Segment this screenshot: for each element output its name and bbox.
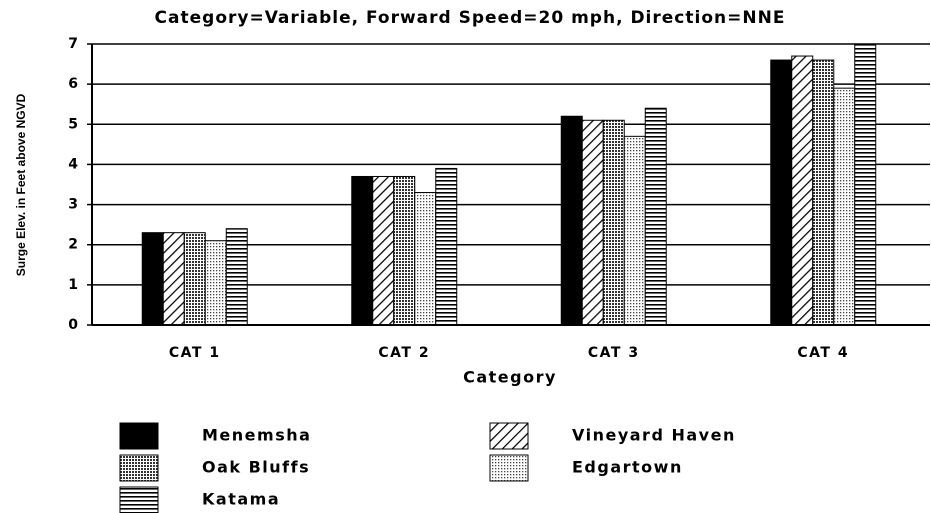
x-tick-label: CAT 4 bbox=[797, 345, 849, 361]
legend-swatch bbox=[119, 486, 159, 513]
x-tick-label: CAT 2 bbox=[378, 345, 430, 361]
legend-swatch bbox=[489, 422, 529, 450]
bar bbox=[602, 119, 625, 326]
bar bbox=[141, 232, 164, 326]
x-axis-label: Category bbox=[463, 368, 557, 387]
bar bbox=[372, 175, 395, 326]
y-tick-label: 2 bbox=[68, 237, 78, 253]
legend-swatch bbox=[119, 422, 159, 450]
chart-title: Category=Variable, Forward Speed=20 mph,… bbox=[155, 8, 786, 28]
y-axis-label: Surge Elev. in Feet above NGVD bbox=[14, 93, 28, 276]
x-tick-label: CAT 3 bbox=[588, 345, 640, 361]
bar bbox=[644, 107, 667, 326]
bar bbox=[581, 119, 604, 326]
bar bbox=[435, 167, 458, 326]
y-tick-label: 4 bbox=[68, 156, 78, 172]
bar bbox=[162, 232, 185, 326]
y-tick-label: 7 bbox=[68, 36, 78, 52]
bar bbox=[414, 192, 437, 326]
legend-label: Katama bbox=[202, 490, 280, 509]
bar bbox=[393, 175, 416, 326]
bar bbox=[183, 232, 206, 326]
bar bbox=[854, 43, 877, 326]
bar bbox=[833, 87, 856, 326]
y-tick-label: 0 bbox=[68, 317, 78, 333]
x-tick-label: CAT 1 bbox=[169, 345, 221, 361]
bar bbox=[770, 59, 793, 326]
bar bbox=[560, 115, 583, 326]
bar bbox=[791, 55, 814, 326]
bar bbox=[351, 175, 374, 326]
y-tick-label: 6 bbox=[68, 76, 78, 92]
bar bbox=[225, 228, 248, 326]
y-tick-label: 5 bbox=[68, 116, 78, 132]
bar bbox=[812, 59, 835, 326]
legend-label: Edgartown bbox=[572, 458, 683, 477]
legend-label: Oak Bluffs bbox=[202, 458, 310, 477]
legend-label: Vineyard Haven bbox=[572, 426, 736, 445]
bar bbox=[623, 135, 646, 326]
legend-label: Menemsha bbox=[202, 426, 311, 445]
legend-swatch bbox=[489, 454, 529, 482]
legend-swatch bbox=[119, 454, 159, 482]
y-tick-label: 3 bbox=[68, 197, 78, 213]
bar bbox=[204, 240, 227, 326]
y-tick-label: 1 bbox=[68, 277, 78, 293]
